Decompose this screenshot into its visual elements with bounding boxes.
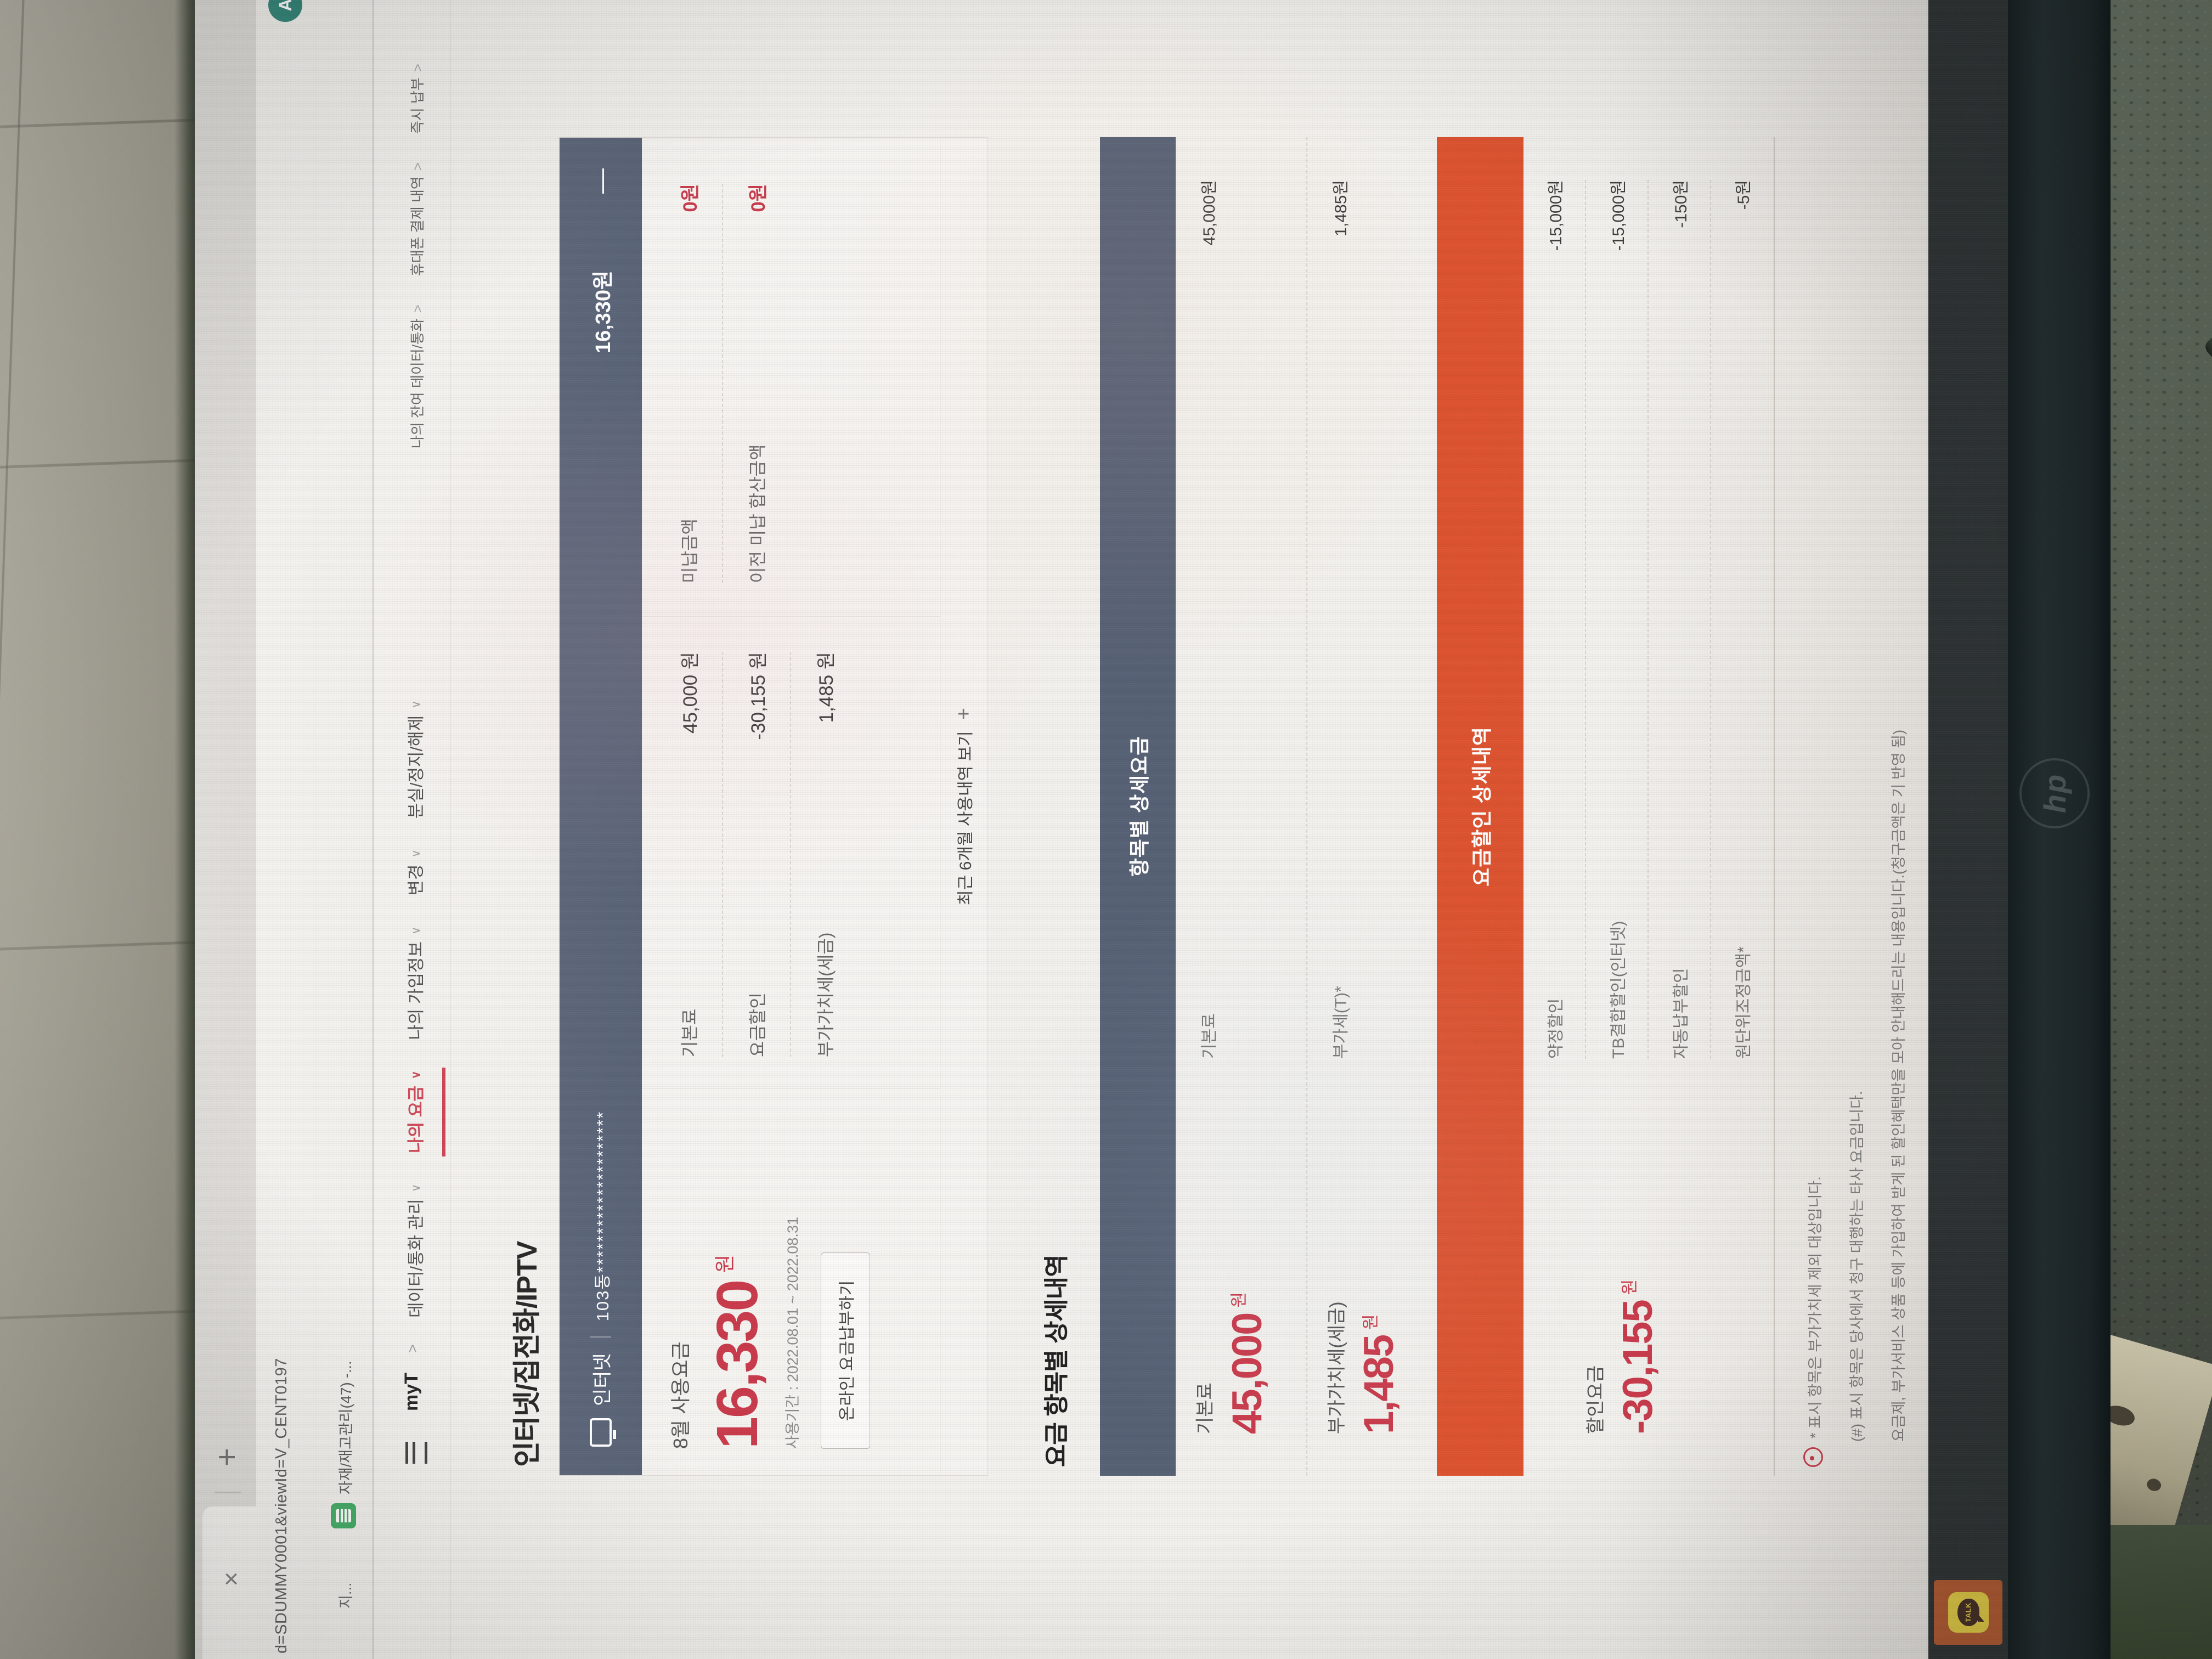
monitor-screen: × + d=SDUMMY0001&viewId=V_CENT0197 A 지..… (195, 0, 2008, 1659)
total-amount: 16,330원 (705, 1254, 770, 1449)
unpaid-row: 이전 미납 합산금액 0원 (747, 184, 769, 583)
footnotes: * 표시 항목은 부가가치세 제외 대상입니다. (#) 표시 항목은 당사에서… (1795, 150, 1920, 1467)
online-pay-button[interactable]: 온라인 요금납부하기 (821, 1252, 870, 1449)
usage-period: 사용기간 : 2022.08.01 ~ 2022.08.31 (785, 1217, 801, 1449)
site-nav: myT > 데이터/통화 관리∨ 나의 요금∨ 나의 가입정보∨ 변경∨ 분실/… (382, 0, 451, 1659)
page-title: 인터넷/집전화/IPTV (511, 1241, 543, 1467)
nav-item-my-bill[interactable]: 나의 요금∨ (402, 1071, 427, 1153)
hp-logo: hp (2019, 758, 2090, 828)
caret-down-icon: ∨ (410, 700, 422, 709)
bookmark-item[interactable]: 지... (338, 1582, 354, 1609)
monitor-bezel: hp (2005, 0, 2111, 1659)
tab-close-icon[interactable]: × (217, 1571, 245, 1587)
nav-myt[interactable]: myT (401, 1373, 422, 1411)
bookmark-item[interactable]: 자재/재고관리(47) -... (338, 1361, 354, 1494)
tile-wall (0, 0, 199, 1659)
quicklink-pay-now[interactable]: 즉시 납부> (409, 64, 426, 134)
internet-service-icon (590, 1418, 612, 1447)
kakaotalk-icon: TALK (1948, 1592, 1989, 1633)
divider (590, 1336, 611, 1338)
caret-down-icon: ∨ (410, 849, 422, 858)
unpaid-panel: 미납금액 0원 이전 미납 합산금액 0원 (642, 138, 940, 616)
new-tab-icon[interactable]: + (208, 1448, 245, 1466)
browser-tab[interactable]: × (202, 1506, 256, 1659)
profile-avatar[interactable]: A (268, 0, 302, 22)
tworld-billing-page: myT > 데이터/통화 관리∨ 나의 요금∨ 나의 가입정보∨ 변경∨ 분실/… (374, 0, 1928, 1659)
discount-subrow: TB결합할인(인터넷) -15,000원 (1586, 180, 1649, 1059)
collapse-icon[interactable]: — (586, 168, 615, 194)
chevron-right-icon: > (409, 64, 426, 72)
caret-down-icon: ∨ (410, 926, 422, 935)
monthly-charge-panel: 8월 사용요금 16,330원 사용기간 : 2022.08.01 ~ 2022… (642, 1088, 940, 1475)
discount-subrow: 원단위조정금액* -5원 (1735, 180, 1753, 1059)
sheets-icon (331, 1503, 356, 1528)
service-label: 인터넷 (591, 1353, 613, 1406)
header-amount: 16,330원 (591, 270, 615, 354)
unpaid-row: 미납금액 0원 (655, 184, 723, 583)
kakaotalk-taskbar-button[interactable]: TALK (1934, 1580, 2002, 1645)
chevron-right-icon: > (409, 304, 426, 313)
quicklink-phone-payments[interactable]: 휴대폰 결제 내역> (409, 162, 426, 276)
plus-icon: + (952, 708, 975, 720)
bill-summary-card: 인터넷 103동********************* 16,330원 — … (559, 137, 988, 1476)
recent-usage-link[interactable]: 최근 6개월 사용내역 보기 + (940, 138, 988, 1475)
windows-taskbar: TALK (1928, 0, 2008, 1659)
discount-subrow: 약정할인 -15,000원 (1523, 180, 1586, 1059)
note-info-icon (1803, 1447, 1823, 1467)
nav-item-change[interactable]: 변경∨ (407, 849, 426, 896)
detail-row-vat: 부가가치세(세금) 1,485원 부가세(T)* 1,485원 (1327, 180, 1402, 1434)
charge-breakdown-panel: 기본료 45,000 원 요금할인 -30,155 원 부가가치세(세금) 1,485… (642, 616, 940, 1088)
tab-separator (215, 1492, 241, 1493)
browser-toolbar: d=SDUMMY0001&viewId=V_CENT0197 A (256, 0, 317, 1659)
summary-row: 기본료 45,000 원 (655, 652, 723, 1057)
nav-item-my-subscription[interactable]: 나의 가입정보∨ (407, 926, 426, 1040)
caret-down-icon: ∨ (410, 1183, 422, 1193)
detail-section-title: 요금 항목별 상세내역 (1042, 1255, 1070, 1467)
quicklink-remaining-data[interactable]: 나의 잔여 데이터/통화> (409, 304, 426, 449)
section-divider (1774, 137, 1775, 1476)
discount-subrow: 자동납부할인 -150원 (1649, 180, 1711, 1059)
nav-item-loss-suspend[interactable]: 분실/정지/해제∨ (407, 700, 426, 819)
hamburger-menu-icon[interactable] (405, 1442, 427, 1464)
summary-row: 부가가치세(세금) 1,485 원 (815, 652, 837, 1057)
caret-down-icon: ∨ (410, 1070, 422, 1080)
month-usage-label: 8월 사용요금 (669, 1341, 692, 1449)
url-input[interactable]: d=SDUMMY0001&viewId=V_CENT0197 (273, 1358, 290, 1654)
detail-row-discount: 할인요금 -30,155원 약정할인 -15,000원 TB결합할인(인터넷) -1… (1523, 137, 1774, 1476)
chevron-right-icon: > (404, 1344, 421, 1353)
discount-detail-header-bar: 요금할인 상세내역 (1437, 137, 1523, 1476)
browser-tab-bar: × + (195, 0, 256, 1659)
floor (2104, 1525, 2212, 1659)
account-number-masked: 103동********************* (592, 1110, 612, 1322)
summary-row: 요금할인 -30,155 원 (723, 652, 791, 1057)
bookmarks-bar: 지... 자재/재고관리(47) -... (317, 0, 374, 1659)
detail-row-basic: 기본료 45,000원 기본료 45,000원 (1176, 137, 1307, 1476)
charge-detail-header-bar: 항목별 상세요금 (1100, 137, 1176, 1476)
accordion-header[interactable]: 인터넷 103동********************* 16,330원 — (560, 138, 642, 1475)
nav-item-data-call[interactable]: 데이터/통화 관리∨ (407, 1183, 426, 1318)
chevron-right-icon: > (409, 162, 426, 171)
